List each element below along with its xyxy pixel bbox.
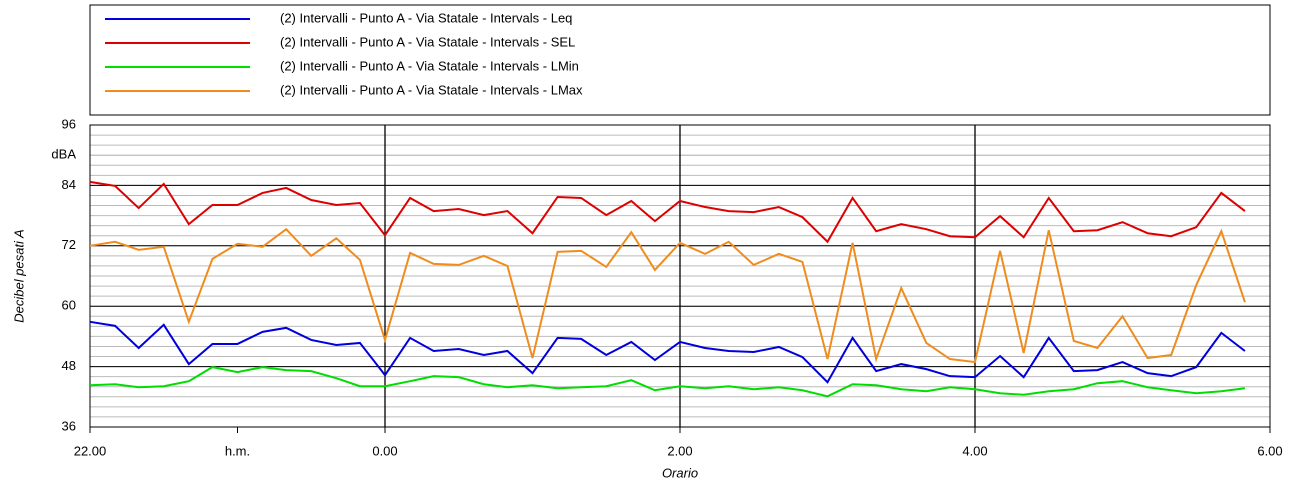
legend-label: (2) Intervalli - Punto A - Via Statale -…: [280, 34, 575, 49]
y-tick-label: 48: [62, 358, 76, 373]
x-tick-label: h.m.: [225, 443, 250, 458]
series-line: [89, 320, 1246, 384]
y-tick-label: dBA: [51, 147, 76, 162]
y-tick-label: 96: [62, 116, 76, 131]
x-tick-label: 22.00: [74, 443, 107, 458]
x-tick-label: 4.00: [962, 443, 987, 458]
y-tick-label: 36: [62, 418, 76, 433]
y-axis-label: Decibel pesati A: [11, 229, 26, 322]
x-axis-label: Orario: [662, 465, 698, 480]
x-tick-label: 2.00: [667, 443, 692, 458]
legend-label: (2) Intervalli - Punto A - Via Statale -…: [280, 58, 579, 73]
y-tick-label: 72: [62, 237, 76, 252]
y-tick-label: 84: [62, 177, 76, 192]
x-tick-label: 0.00: [372, 443, 397, 458]
legend-label: (2) Intervalli - Punto A - Via Statale -…: [280, 82, 583, 97]
x-tick-label: 6.00: [1257, 443, 1282, 458]
series-line: [89, 180, 1246, 244]
plot-frame: [89, 124, 1271, 428]
legend-box: [89, 4, 1271, 116]
series-line: [89, 227, 1246, 364]
series-line: [89, 366, 1246, 398]
y-tick-label: 60: [62, 298, 76, 313]
legend-label: (2) Intervalli - Punto A - Via Statale -…: [280, 10, 572, 25]
